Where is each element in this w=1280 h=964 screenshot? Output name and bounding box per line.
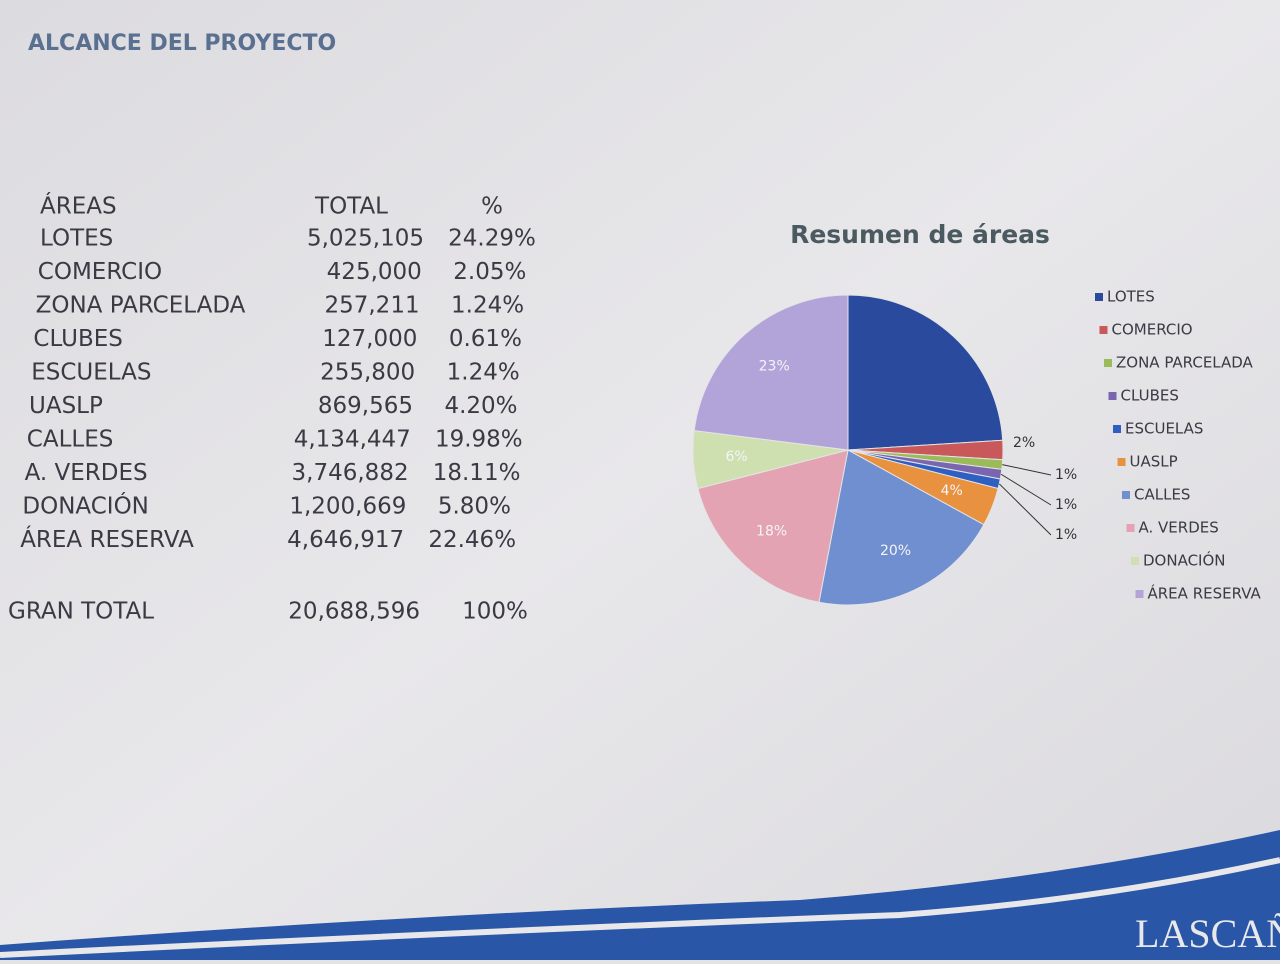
table-total: GRAN TOTAL — [8, 599, 154, 625]
legend-swatch — [1108, 392, 1117, 400]
pie-slice — [847, 294, 1004, 451]
table-cell: DONACIÓN — [22, 492, 148, 520]
doc-title: ALCANCE DEL PROYECTO — [28, 31, 336, 56]
data-label: 1% — [1055, 527, 1077, 543]
legend-label: ESCUELAS — [1125, 420, 1203, 438]
table-cell: LOTES — [40, 226, 113, 252]
legend-swatch — [1104, 359, 1112, 367]
table-cell: 19.98% — [435, 427, 523, 453]
legend-swatch — [1117, 458, 1126, 466]
table-cell: 255,800 — [320, 360, 415, 386]
table-cell: 257,211 — [324, 293, 419, 319]
table-header: ÁREAS — [40, 192, 117, 220]
data-label: 4% — [941, 483, 963, 499]
logo: LASCAÑ — [1135, 911, 1280, 956]
data-label: 2% — [1013, 435, 1035, 451]
table-cell: ZONA PARCELADA — [36, 293, 246, 319]
table-cell: CLUBES — [33, 326, 122, 352]
table-total: 100% — [462, 599, 528, 625]
table-cell: COMERCIO — [38, 259, 162, 285]
legend-swatch — [1122, 491, 1130, 499]
legend-swatch — [1113, 425, 1121, 433]
table-cell: 4,134,447 — [294, 427, 411, 453]
table-cell: 1.24% — [447, 360, 520, 386]
table-cell: 3,746,882 — [292, 460, 409, 486]
table-cell: 5.80% — [438, 494, 511, 520]
table-total: 20,688,596 — [288, 599, 420, 625]
table-cell: 22.46% — [428, 527, 516, 553]
data-label: 1% — [1055, 497, 1077, 513]
data-label: 18% — [756, 523, 787, 539]
table-cell: 425,000 — [327, 259, 422, 285]
legend-swatch — [1131, 557, 1139, 565]
table-cell: 0.61% — [449, 326, 522, 352]
table-cell: 18.11% — [433, 460, 521, 486]
data-label: 20% — [880, 543, 911, 559]
footer-wave — [0, 830, 1280, 960]
table-header: TOTAL — [314, 194, 388, 220]
table-cell: A. VERDES — [25, 460, 148, 486]
data-label: 6% — [726, 449, 748, 465]
legend-label: CLUBES — [1121, 387, 1179, 405]
legend-label: ZONA PARCELADA — [1116, 354, 1254, 372]
table-cell: 4.20% — [444, 393, 517, 419]
table-cell: UASLP — [29, 393, 103, 419]
legend-label: COMERCIO — [1112, 321, 1193, 339]
legend-label: ÁREA RESERVA — [1148, 584, 1262, 603]
table-cell: ÁREA RESERVA — [20, 525, 194, 553]
pie-slice — [697, 449, 849, 603]
legend-swatch — [1099, 326, 1108, 334]
table-cell: 1,200,669 — [289, 494, 406, 520]
table-cell: 1.24% — [451, 293, 524, 319]
data-label: 23% — [759, 358, 790, 374]
chart-title: Resumen de áreas — [790, 220, 1050, 249]
leader-line — [1000, 473, 1052, 506]
legend-swatch — [1095, 293, 1103, 301]
legend-label: CALLES — [1134, 486, 1190, 504]
pie-slice — [818, 449, 985, 606]
table-cell: 4,646,917 — [287, 527, 404, 553]
table-header: % — [481, 194, 503, 220]
footer-stripe — [0, 857, 1280, 958]
legend-swatch — [1135, 590, 1144, 598]
legend-label: DONACIÓN — [1143, 551, 1226, 570]
table-cell: 127,000 — [322, 326, 417, 352]
table-cell: ESCUELAS — [31, 360, 151, 386]
data-label: 1% — [1055, 467, 1077, 483]
leader-line — [998, 483, 1052, 536]
pie-slice — [693, 294, 849, 451]
legend-label: UASLP — [1130, 453, 1178, 471]
table-cell: CALLES — [27, 427, 114, 453]
legend-label: LOTES — [1107, 288, 1155, 306]
table-cell: 869,565 — [318, 393, 413, 419]
table-cell: 2.05% — [453, 259, 526, 285]
leader-line — [1002, 464, 1052, 476]
table-cell: 5,025,105 — [307, 226, 424, 252]
legend-swatch — [1126, 524, 1135, 532]
table-cell: 24.29% — [448, 226, 536, 252]
legend-label: A. VERDES — [1139, 519, 1219, 537]
